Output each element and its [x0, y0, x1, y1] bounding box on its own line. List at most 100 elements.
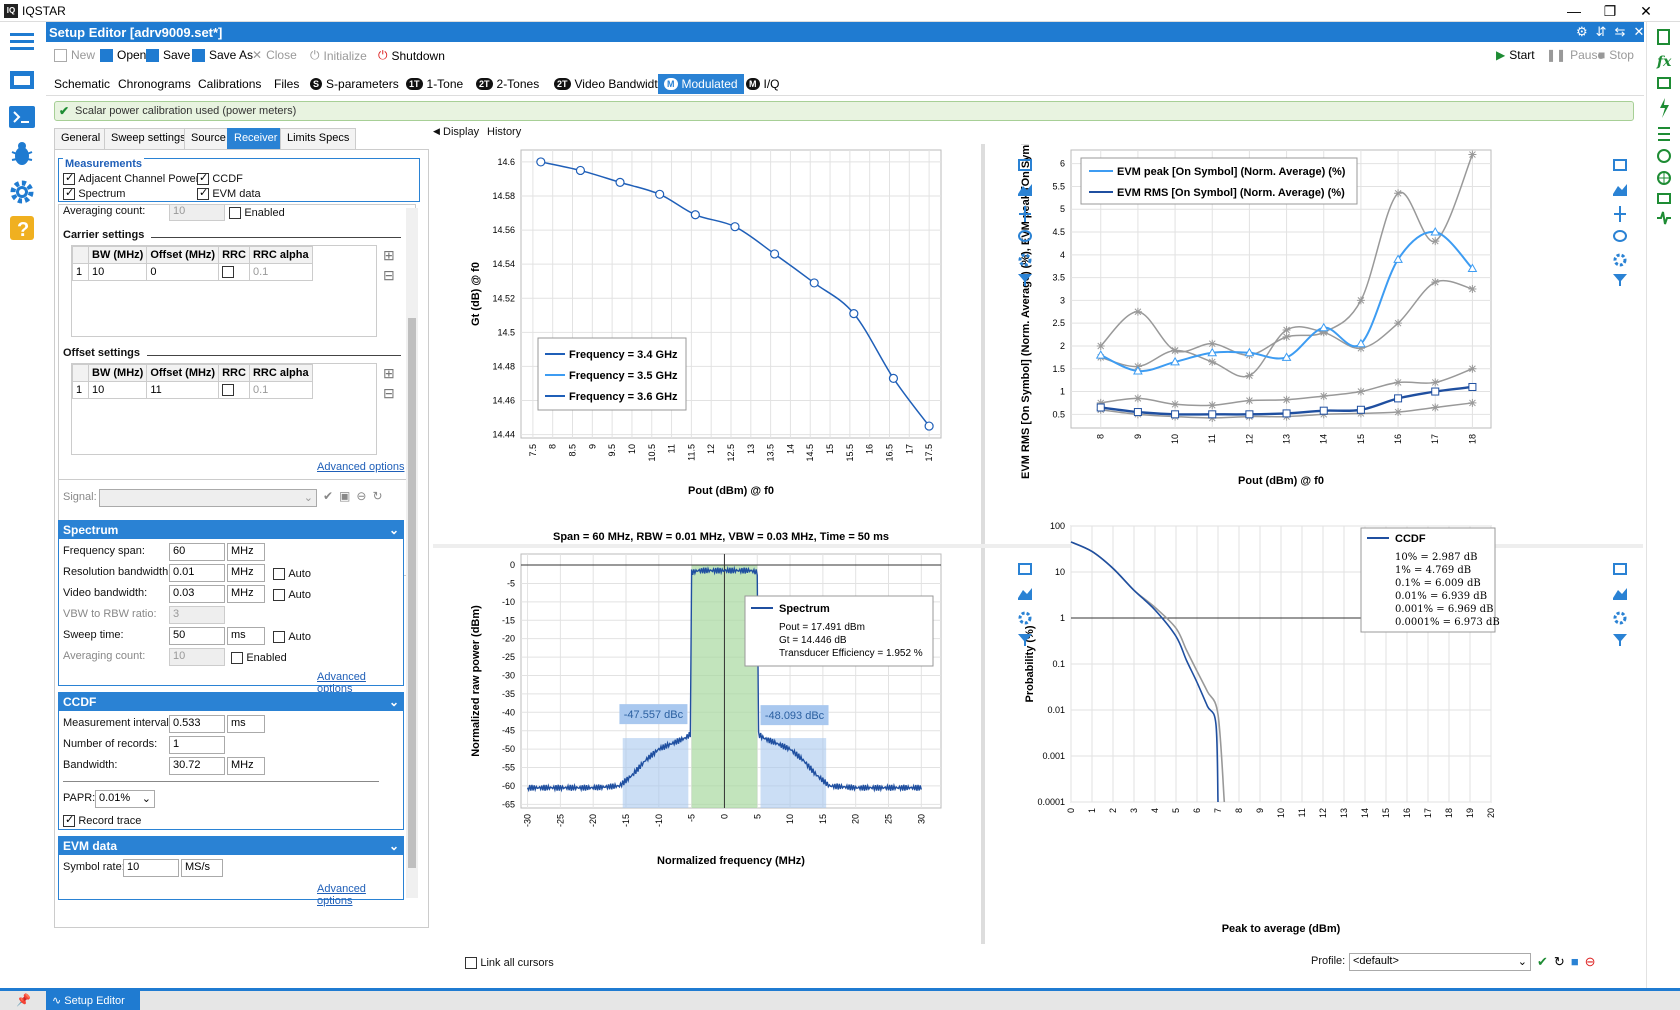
evm-chart[interactable]: 8 9 10 11 12 13 14 15 16 17 18 6 5.5 5 4.5 4 3.5 3 2.5 2 1.5…: [1020, 144, 1492, 487]
spectrum-averaging-input[interactable]: 10: [169, 648, 225, 666]
rbw-unit-select[interactable]: MHz: [227, 564, 265, 582]
rbw-input[interactable]: 0.01: [169, 564, 225, 582]
offset-cell[interactable]: 11: [146, 381, 220, 399]
close-button[interactable]: ✕ Close: [252, 48, 297, 62]
restore-button[interactable]: ❐: [1603, 3, 1617, 19]
panel-tab-sweep-settings[interactable]: Sweep settings: [104, 128, 193, 149]
bug-icon[interactable]: [8, 140, 36, 171]
hamburger-menu-icon[interactable]: [8, 30, 36, 57]
papr-select[interactable]: 0.01% ⌄: [95, 790, 155, 808]
rrc-cell[interactable]: [218, 381, 250, 399]
start-button[interactable]: ▶ Start: [1496, 48, 1535, 62]
averaging-enabled-checkbox[interactable]: Enabled: [229, 205, 285, 219]
close-window-button[interactable]: ✕: [1640, 3, 1652, 19]
averaging-count-input[interactable]: 10: [169, 205, 225, 221]
alpha-cell[interactable]: 0.1: [248, 263, 313, 281]
chart-tool-icons[interactable]: [1610, 156, 1630, 286]
panel-tab-source[interactable]: Source: [184, 128, 233, 149]
collapse-arrow-icon[interactable]: ◀: [433, 126, 440, 136]
remove-row-icon[interactable]: ⊟: [383, 385, 395, 401]
signal-actions-icons[interactable]: ✔▣⊖↻: [323, 489, 389, 503]
panel-tab-general[interactable]: General: [54, 128, 108, 149]
tab-modulated[interactable]: M Modulated: [658, 74, 744, 94]
tab-files[interactable]: Files: [268, 74, 305, 94]
span-input[interactable]: 60: [169, 543, 225, 561]
stop-button[interactable]: ■ Stop: [1598, 48, 1634, 62]
header-window-icons[interactable]: ⚙⇵⇆✕: [1576, 24, 1653, 39]
offset-cell[interactable]: 0: [146, 263, 220, 281]
ccdf-chart[interactable]: 0 1 2 3 4 5 6 7 8 9 10 11 12 13 14 15 16 17 18 19 201001010.…: [1024, 521, 1500, 935]
tab-1-tone[interactable]: 1T 1-Tone: [400, 74, 469, 94]
pin-icon[interactable]: 📌: [16, 993, 31, 1007]
symbol-rate-unit-select[interactable]: MS/s: [181, 859, 223, 877]
setup-editor-taskbar-button[interactable]: ∿ Setup Editor: [46, 991, 140, 1010]
add-row-icon[interactable]: ⊞: [383, 247, 395, 263]
spectrum-section-header[interactable]: Spectrum ⌄: [59, 521, 403, 539]
chart-tool-icons[interactable]: [1610, 560, 1630, 650]
sweep-time-input[interactable]: 50: [169, 627, 225, 645]
new-button[interactable]: New: [54, 48, 95, 62]
chart-tool-icons[interactable]: [1015, 156, 1035, 286]
right-tools-icons[interactable]: fx: [1655, 28, 1673, 258]
ccdf-bandwidth-input[interactable]: 30.72: [169, 757, 225, 775]
table-row[interactable]: 1 10 0 0.1: [72, 263, 313, 281]
ratio-input[interactable]: 3: [169, 606, 225, 624]
profile-actions-icons[interactable]: ✔↻■⊖: [1537, 954, 1602, 969]
records-input[interactable]: 1: [169, 736, 225, 754]
vbw-auto-checkbox[interactable]: Auto: [273, 587, 311, 601]
sweep-unit-select[interactable]: ms: [227, 627, 265, 645]
save-as-button[interactable]: Save As: [192, 48, 253, 62]
sweep-auto-checkbox[interactable]: Auto: [273, 629, 311, 643]
tab-schematic[interactable]: Schematic: [48, 74, 116, 94]
scrollbar-thumb[interactable]: [408, 318, 416, 868]
tab-chronograms[interactable]: Chronograms: [112, 74, 197, 94]
rrc-cell[interactable]: [218, 263, 250, 281]
tab-s-parameters[interactable]: S S-parameters: [304, 74, 405, 94]
span-unit-select[interactable]: MHz: [227, 543, 265, 561]
vbw-unit-select[interactable]: MHz: [227, 585, 265, 603]
record-trace-checkbox[interactable]: Record trace: [63, 813, 141, 827]
save-button[interactable]: Save: [146, 48, 190, 62]
profile-select[interactable]: <default> ⌄: [1349, 953, 1531, 971]
interval-input[interactable]: 0.533: [169, 715, 225, 733]
open-button[interactable]: Open: [100, 48, 146, 62]
tab-2-tones[interactable]: 2T 2-Tones: [470, 74, 545, 94]
advanced-options-link[interactable]: Advanced options: [317, 883, 366, 907]
tab-calibrations[interactable]: Calibrations: [192, 74, 267, 94]
link-cursors-checkbox[interactable]: Link all cursors: [465, 955, 554, 969]
tab-history[interactable]: History: [487, 126, 522, 138]
table-row[interactable]: 1 10 11 0.1: [72, 381, 313, 399]
alpha-cell[interactable]: 0.1: [248, 381, 313, 399]
panel-scrollbar[interactable]: [406, 208, 418, 898]
advanced-options-link[interactable]: Advanced options: [317, 461, 405, 473]
add-row-icon[interactable]: ⊞: [383, 365, 395, 381]
tab-display[interactable]: Display: [443, 126, 480, 138]
acp-checkbox[interactable]: Adjacent Channel Power: [63, 171, 199, 185]
rbw-auto-checkbox[interactable]: Auto: [273, 566, 311, 580]
signal-select[interactable]: ⌄: [99, 489, 317, 507]
chart-tool-icons[interactable]: [1015, 560, 1035, 650]
bw-cell[interactable]: 10: [87, 263, 148, 281]
initialize-button[interactable]: ⏻ Initialize: [310, 48, 367, 63]
shutdown-button[interactable]: ⏻ Shutdown: [378, 48, 445, 63]
help-icon[interactable]: ?: [8, 214, 36, 245]
terminal-icon[interactable]: [8, 104, 36, 133]
bw-cell[interactable]: 10: [87, 381, 148, 399]
vbw-input[interactable]: 0.03: [169, 585, 225, 603]
spectrum-avg-enabled-checkbox[interactable]: Enabled: [231, 650, 287, 664]
evm-section-header[interactable]: EVM data ⌄: [59, 837, 403, 855]
ccdf-checkbox[interactable]: CCDF: [197, 171, 243, 185]
remove-row-icon[interactable]: ⊟: [383, 267, 395, 283]
panel-tab-limits-specs[interactable]: Limits Specs: [280, 128, 357, 149]
files-icon[interactable]: [8, 66, 36, 95]
ccdf-section-header[interactable]: CCDF ⌄: [59, 693, 403, 711]
spectrum-checkbox[interactable]: Spectrum: [63, 186, 125, 200]
spectrum-chart[interactable]: Span = 60 MHz, RBW = 0.01 MHz, VBW = 0.0…: [470, 531, 942, 867]
pause-button[interactable]: ❚❚ Pause: [1546, 48, 1604, 62]
evm-checkbox[interactable]: EVM data: [197, 186, 261, 200]
symbol-rate-input[interactable]: 10: [123, 859, 179, 877]
settings-gear-icon[interactable]: [8, 178, 36, 209]
tab-iq[interactable]: M I/Q: [740, 74, 786, 94]
tab-video-bandwidth[interactable]: 2T Video Bandwidth: [548, 74, 670, 94]
panel-tab-receiver[interactable]: Receiver: [227, 128, 285, 149]
